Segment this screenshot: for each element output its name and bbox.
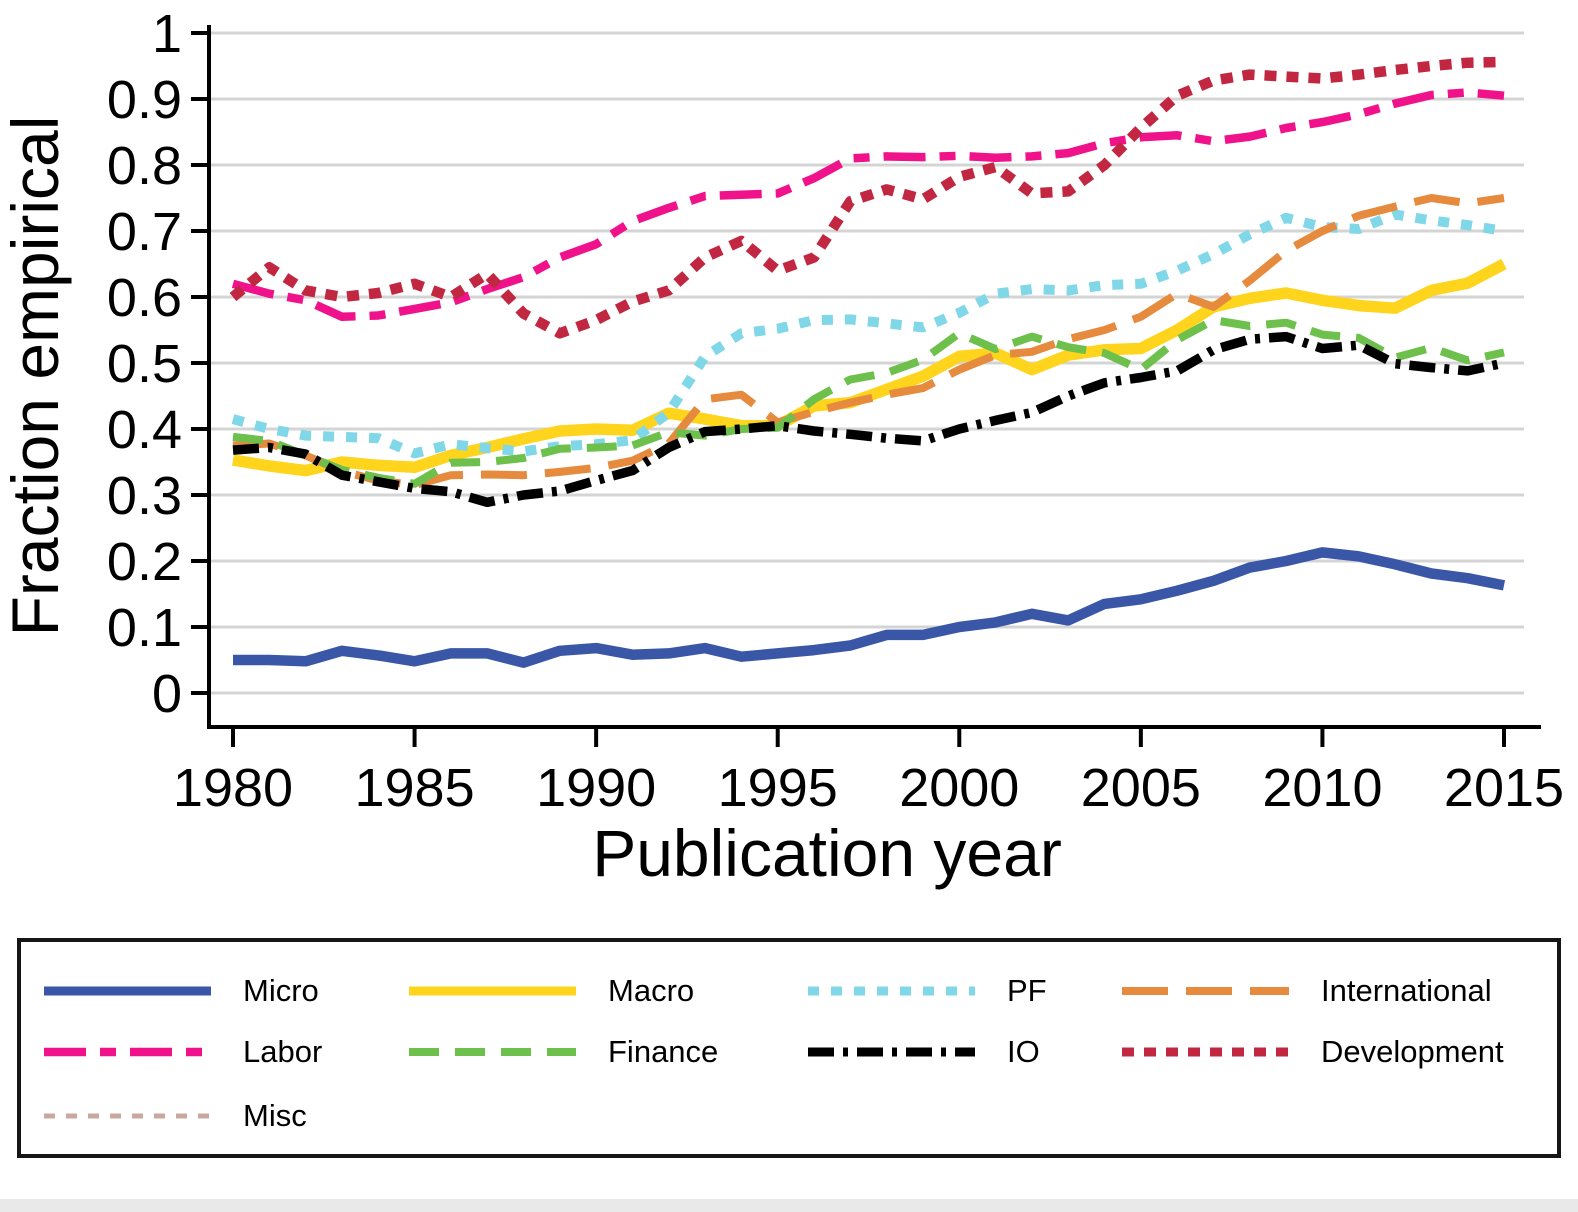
legend-item-misc: Misc bbox=[42, 1098, 307, 1133]
x-tick-label-2005: 2005 bbox=[1081, 758, 1201, 818]
chart-legend: Micro Macro PF International Labor Finance IO D… bbox=[17, 938, 1561, 1158]
y-axis-title: Fraction empirical bbox=[0, 116, 72, 637]
legend-key-international-line bbox=[1122, 987, 1289, 995]
series-line-pf bbox=[231, 209, 1505, 459]
data-series bbox=[229, 56, 1507, 668]
legend-label-io: IO bbox=[1007, 1034, 1040, 1069]
y-tick-label-0.4: 0.4 bbox=[107, 400, 182, 460]
legend-item-finance: Finance bbox=[407, 1034, 719, 1069]
axes: 00.10.20.30.40.50.60.70.80.91 1980 1985 199… bbox=[107, 4, 1564, 818]
y-tick-label-0.3: 0.3 bbox=[107, 466, 182, 526]
y-tick-label-0.6: 0.6 bbox=[107, 268, 182, 328]
line-chart-plot: 00.10.20.30.40.50.60.70.80.91 1980 1985 199… bbox=[0, 4, 1564, 890]
legend-key-macro-line bbox=[409, 986, 576, 996]
legend-label-finance: Finance bbox=[608, 1034, 719, 1069]
y-tick-label-0: 0 bbox=[152, 664, 182, 724]
legend-label-micro: Micro bbox=[243, 973, 319, 1008]
x-tick-label-2000: 2000 bbox=[899, 758, 1019, 818]
legend-key-io-line bbox=[808, 1047, 975, 1057]
x-tick-label-1990: 1990 bbox=[536, 758, 656, 818]
legend-label-labor: Labor bbox=[243, 1034, 323, 1069]
legend-label-misc: Misc bbox=[243, 1098, 307, 1133]
series-line-micro bbox=[233, 547, 1506, 668]
y-tick-label-0.2: 0.2 bbox=[107, 532, 182, 592]
series-line-finance bbox=[232, 316, 1505, 488]
legend-key-misc-line bbox=[44, 1113, 211, 1119]
legend-key-development-line bbox=[1122, 1047, 1289, 1057]
series-line-labor bbox=[231, 88, 1505, 322]
gridlines bbox=[209, 31, 1524, 695]
window-edge-strip bbox=[0, 1199, 1578, 1212]
y-tick-label-0.9: 0.9 bbox=[107, 70, 182, 130]
x-axis-title: Publication year bbox=[592, 816, 1062, 890]
legend-label-pf: PF bbox=[1007, 973, 1047, 1008]
legend-item-labor: Labor bbox=[42, 1034, 323, 1069]
legend-key-pf-line bbox=[808, 986, 975, 996]
legend-item-macro: Macro bbox=[407, 973, 695, 1008]
series-line-international bbox=[232, 194, 1505, 490]
x-tick-label-2010: 2010 bbox=[1262, 758, 1382, 818]
series-line-development bbox=[229, 56, 1505, 339]
legend-item-international: International bbox=[1120, 973, 1492, 1008]
legend-key-micro-line bbox=[44, 986, 211, 996]
legend-key-finance-line bbox=[409, 1048, 576, 1056]
y-tick-label-1: 1 bbox=[152, 4, 182, 64]
x-tick-label-2015: 2015 bbox=[1444, 758, 1564, 818]
x-tick-label-1985: 1985 bbox=[354, 758, 474, 818]
y-tick-label-0.7: 0.7 bbox=[107, 202, 182, 262]
legend-label-development: Development bbox=[1321, 1034, 1504, 1069]
y-tick-label-0.5: 0.5 bbox=[107, 334, 182, 394]
legend-label-macro: Macro bbox=[608, 973, 695, 1008]
x-tick-label-1980: 1980 bbox=[173, 758, 293, 818]
legend-item-micro: Micro bbox=[42, 973, 319, 1008]
legend-item-io: IO bbox=[806, 1034, 1040, 1069]
legend-label-international: International bbox=[1321, 973, 1492, 1008]
x-tick-label-1995: 1995 bbox=[718, 758, 838, 818]
legend-item-development: Development bbox=[1120, 1034, 1504, 1069]
y-tick-label-0.8: 0.8 bbox=[107, 136, 182, 196]
legend-key-labor-line bbox=[44, 1047, 211, 1057]
legend-item-pf: PF bbox=[806, 973, 1047, 1008]
series-line-io bbox=[232, 331, 1506, 508]
y-tick-label-0.1: 0.1 bbox=[107, 598, 182, 658]
